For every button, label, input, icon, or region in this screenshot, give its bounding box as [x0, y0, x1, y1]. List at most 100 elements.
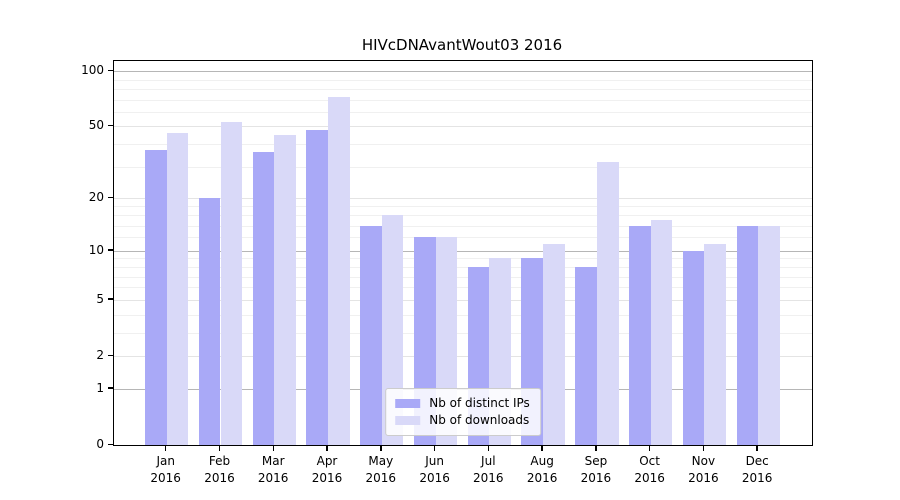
gridline-minor-60: [114, 111, 812, 113]
x-tick-month-jan: Jan: [156, 454, 175, 468]
legend: Nb of distinct IPs Nb of downloads: [385, 388, 541, 436]
bar-nb-of-downloads-dec: [758, 225, 780, 445]
legend-swatch-nb-of-downloads: [395, 415, 421, 425]
x-tick-year-oct: 2016: [634, 471, 665, 485]
x-tick-year-nov: 2016: [688, 471, 719, 485]
x-tick-mar: [272, 445, 274, 451]
x-tick-label-jun: Jun 2016: [405, 453, 465, 487]
gridline-minor-80: [114, 88, 812, 90]
y-tick-100: [108, 69, 113, 71]
bar-nb-of-downloads-may: [381, 215, 404, 445]
x-tick-label-nov: Nov 2016: [673, 453, 733, 487]
bar-nb-of-downloads-feb: [220, 121, 243, 445]
gridline-minor-6: [114, 287, 812, 289]
gridline-50: [114, 126, 812, 128]
x-tick-label-mar: Mar 2016: [243, 453, 303, 487]
y-tick-label-0: 0: [96, 437, 104, 451]
x-tick-dec: [756, 445, 758, 451]
x-tick-month-nov: Nov: [691, 454, 716, 468]
gridline-10: [114, 250, 812, 252]
y-tick-label-100: 100: [81, 63, 104, 77]
y-tick-0: [108, 443, 113, 445]
y-tick-label-5: 5: [96, 291, 104, 306]
legend-row-nb-of-distinct-ips: Nb of distinct IPs: [395, 395, 530, 411]
gridline-minor-9: [114, 258, 812, 260]
x-tick-month-oct: Oct: [639, 454, 660, 468]
x-tick-label-apr: Apr 2016: [297, 453, 357, 487]
bar-nb-of-downloads-mar: [274, 134, 296, 445]
x-tick-jun: [433, 445, 436, 451]
gridline-minor-90: [114, 79, 812, 81]
bar-nb-of-distinct-ips-may: [360, 225, 382, 445]
y-tick-label-10: 10: [88, 242, 104, 257]
y-tick-10: [108, 249, 113, 251]
y-tick-label-1: 1: [96, 380, 104, 395]
bar-nb-of-distinct-ips-oct: [628, 225, 651, 445]
x-tick-year-mar: 2016: [257, 471, 289, 485]
x-tick-label-jan: Jan 2016: [136, 453, 196, 487]
x-tick-month-sep: Sep: [584, 454, 608, 468]
x-tick-jul: [487, 445, 490, 451]
x-tick-year-feb: 2016: [204, 471, 235, 485]
chart-title: HIVcDNAvantWout03 2016: [361, 36, 563, 54]
bar-nb-of-downloads-apr: [328, 97, 350, 445]
gridline-minor-16: [114, 215, 812, 217]
x-tick-month-apr: Apr: [316, 454, 338, 468]
bar-nb-of-distinct-ips-feb: [198, 198, 221, 445]
legend-row-nb-of-downloads: Nb of downloads: [395, 412, 530, 428]
x-tick-apr: [326, 445, 328, 451]
x-tick-month-may: May: [368, 454, 394, 468]
bar-nb-of-distinct-ips-sep: [575, 266, 597, 445]
x-tick-oct: [648, 445, 651, 451]
gridline-minor-7: [114, 276, 812, 278]
bar-nb-of-distinct-ips-jan: [145, 150, 167, 445]
gridline-minor-8: [114, 266, 812, 268]
x-tick-sep: [595, 445, 597, 451]
gridline-5: [114, 299, 812, 301]
legend-label-nb-of-distinct-ips: Nb of distinct IPs: [429, 396, 530, 410]
y-tick-2: [108, 354, 113, 356]
gridline-minor-18: [114, 206, 812, 208]
gridline-minor-4: [114, 314, 812, 316]
x-tick-year-jun: 2016: [419, 471, 450, 485]
x-tick-year-sep: 2016: [580, 471, 612, 485]
y-tick-5: [108, 298, 113, 300]
gridline-20: [114, 198, 812, 200]
gridline-minor-12: [114, 237, 812, 239]
gridline-2: [114, 356, 812, 357]
x-tick-label-oct: Oct 2016: [620, 453, 680, 487]
x-tick-feb: [218, 445, 221, 451]
bar-nb-of-downloads-jan: [166, 133, 189, 445]
bar-nb-of-downloads-aug: [543, 243, 565, 445]
x-tick-label-aug: Aug 2016: [512, 453, 572, 487]
gridline-minor-3: [114, 332, 812, 334]
legend-swatch-nb-of-distinct-ips: [395, 398, 421, 408]
gridline-minor-70: [114, 99, 812, 101]
y-tick-1: [108, 387, 113, 389]
x-tick-label-sep: Sep 2016: [566, 453, 626, 487]
bar-nb-of-distinct-ips-apr: [306, 129, 328, 445]
x-tick-label-feb: Feb 2016: [190, 453, 250, 487]
x-tick-label-may: May 2016: [351, 453, 411, 487]
x-tick-label-dec: Dec 2016: [727, 453, 787, 487]
gridline-minor-40: [114, 144, 812, 146]
gridline-minor-14: [114, 225, 812, 227]
x-tick-month-jun: Jun: [425, 454, 444, 468]
x-tick-year-aug: 2016: [526, 471, 558, 485]
gridline-100: [114, 71, 812, 72]
x-tick-year-jul: 2016: [473, 471, 504, 485]
x-tick-month-aug: Aug: [530, 454, 554, 468]
x-tick-month-feb: Feb: [208, 454, 231, 468]
y-tick-label-20: 20: [88, 190, 104, 205]
x-tick-aug: [541, 445, 543, 451]
x-tick-jan: [164, 445, 167, 451]
x-tick-year-may: 2016: [365, 471, 397, 485]
x-tick-label-jul: Jul 2016: [458, 453, 518, 487]
x-tick-month-dec: Dec: [745, 454, 769, 468]
y-tick-label-2: 2: [96, 348, 104, 362]
x-tick-month-mar: Mar: [261, 454, 285, 468]
legend-label-nb-of-downloads: Nb of downloads: [429, 413, 530, 427]
bar-nb-of-distinct-ips-mar: [252, 152, 275, 445]
x-tick-year-apr: 2016: [311, 471, 343, 485]
